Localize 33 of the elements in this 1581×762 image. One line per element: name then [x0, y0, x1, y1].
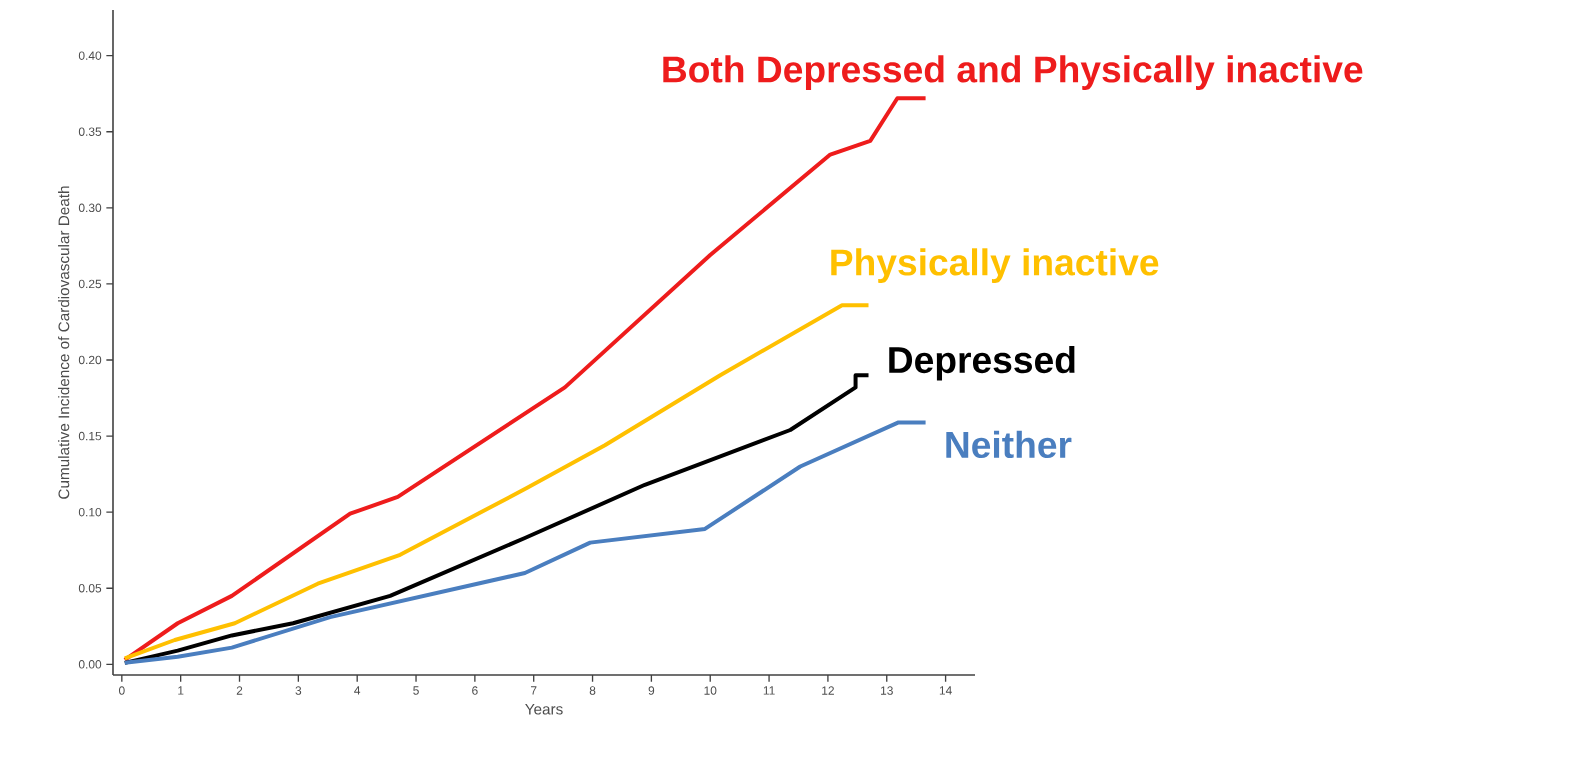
y-tick-label: 0.20	[78, 355, 102, 365]
x-tick-label: 1	[178, 686, 184, 695]
series-label: Physically inactive	[831, 248, 1159, 283]
x-tick-label: 5	[413, 686, 419, 695]
x-axis-title: Years	[525, 703, 563, 715]
x-tick-label: 3	[295, 686, 302, 695]
y-tick-label: 0.10	[78, 507, 102, 517]
text: Both Depressed and Physically inactive	[663, 55, 1363, 90]
line-series	[122, 420, 928, 665]
x-tick-label: 2	[236, 686, 243, 695]
x-tick-label: 11	[763, 686, 775, 695]
series-label: Depressed	[889, 345, 1075, 381]
x-tick-label: 14	[939, 686, 952, 695]
y-tick-label: 0.30	[78, 203, 102, 213]
y-tick-label: 0.25	[78, 279, 102, 289]
y-tick-label: 0.15	[78, 431, 102, 441]
line-series	[122, 303, 871, 661]
x-tick-label: 13	[881, 686, 893, 695]
x-tick-label: 7	[530, 686, 537, 695]
y-tick-label: 0.00	[78, 660, 102, 669]
y-tick-label: 0.40	[78, 51, 102, 60]
x-tick-label: 10	[704, 686, 717, 695]
x-tick-label: 8	[589, 686, 596, 695]
x-tick-label: 12	[822, 686, 834, 695]
y-tick-label: 0.35	[78, 127, 102, 136]
series-label: Neither	[946, 430, 1072, 459]
y-axis-title: Cumulative Incidence of Cardiovascular Death	[58, 186, 70, 499]
x-tick-label: 9	[648, 686, 655, 695]
x-tick-label: 6	[472, 686, 478, 695]
line-series	[122, 373, 871, 665]
x-tick-label: 0	[118, 686, 125, 695]
y-tick-label: 0.05	[78, 584, 102, 593]
x-tick-label: 4	[354, 686, 361, 695]
